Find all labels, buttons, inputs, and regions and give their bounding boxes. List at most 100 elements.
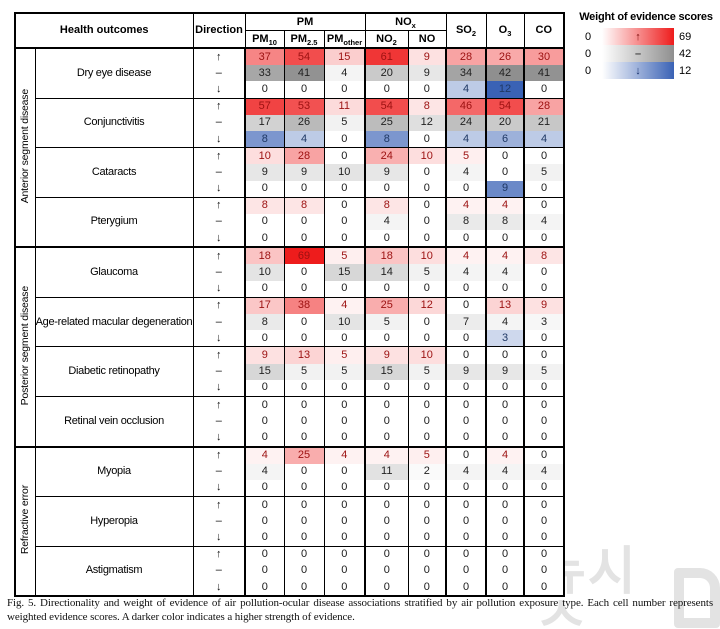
value-cell: 4 <box>445 264 486 281</box>
direction-down-arrow-icon: ↓ <box>192 330 245 347</box>
legend-min-label: 0 <box>584 30 592 43</box>
value-cell: 0 <box>445 579 486 597</box>
value-cell: 0 <box>244 429 284 447</box>
value-cell: 0 <box>283 230 324 248</box>
value-cell: 0 <box>364 496 408 514</box>
value-cell: 4 <box>485 314 524 331</box>
value-cell: 34 <box>445 65 486 82</box>
value-cell: 15 <box>244 363 284 380</box>
value-cell: 0 <box>244 579 284 597</box>
value-cell: 25 <box>283 445 324 464</box>
value-cell: 10 <box>323 314 365 331</box>
value-cell: 15 <box>323 46 365 66</box>
value-cell: 0 <box>283 330 324 347</box>
value-cell: 5 <box>407 363 446 380</box>
value-cell: 46 <box>445 97 486 115</box>
value-cell: 4 <box>485 196 524 214</box>
disease-label: Pterygium <box>34 196 193 248</box>
value-cell: 0 <box>244 529 284 547</box>
group-label-text: Refractive error <box>19 485 31 555</box>
value-cell: 4 <box>523 130 564 148</box>
value-cell: 42 <box>485 65 524 82</box>
value-cell: 4 <box>485 445 524 464</box>
value-cell: 0 <box>244 496 284 514</box>
value-cell: 5 <box>323 114 365 131</box>
value-cell: 0 <box>407 196 446 214</box>
value-cell: 0 <box>523 479 564 497</box>
value-cell: 0 <box>485 529 524 547</box>
value-cell: 4 <box>244 463 284 480</box>
value-cell: 0 <box>407 81 446 99</box>
value-cell: 0 <box>323 463 365 480</box>
value-cell: 14 <box>364 264 408 281</box>
value-cell: 0 <box>485 513 524 530</box>
legend-down-arrow-icon: ↓ <box>635 64 641 77</box>
value-cell: 11 <box>364 463 408 480</box>
value-cell: 9 <box>407 65 446 82</box>
direction-down-arrow-icon: ↓ <box>192 479 245 497</box>
value-cell: 2 <box>407 463 446 480</box>
value-cell: 4 <box>244 445 284 464</box>
value-cell: 0 <box>283 379 324 397</box>
direction-up-arrow-icon: ↑ <box>192 147 245 165</box>
value-cell: 0 <box>364 230 408 248</box>
direction-down-arrow-icon: ↓ <box>192 379 245 397</box>
value-cell: 0 <box>407 413 446 430</box>
direction-dash-icon: – <box>192 413 245 430</box>
value-cell: 0 <box>523 379 564 397</box>
legend-row: 0 ↓ 12 <box>574 62 718 79</box>
value-cell: 0 <box>523 445 564 464</box>
value-cell: 54 <box>283 46 324 66</box>
legend-title: Weight of evidence scores <box>579 11 713 23</box>
legend-row: 0 ↑ 69 <box>574 28 718 45</box>
value-cell: 0 <box>523 545 564 563</box>
value-cell: 0 <box>244 213 284 231</box>
value-cell: 10 <box>323 164 365 181</box>
value-cell: 0 <box>407 579 446 597</box>
value-cell: 33 <box>244 65 284 82</box>
disease-label: Age-related macular degeneration <box>34 296 193 347</box>
disease-label: Hyperopia <box>34 496 193 547</box>
legend-gradient-bar: – <box>602 45 674 62</box>
value-cell: 0 <box>323 545 365 563</box>
value-cell: 53 <box>283 97 324 115</box>
value-cell: 0 <box>323 280 365 298</box>
value-cell: 0 <box>445 429 486 447</box>
value-cell: 0 <box>523 81 564 99</box>
direction-dash-icon: – <box>192 562 245 579</box>
group-label: Anterior segment disease <box>15 46 35 248</box>
value-cell: 0 <box>323 81 365 99</box>
direction-dash-icon: – <box>192 314 245 331</box>
value-cell: 0 <box>485 579 524 597</box>
value-cell: 18 <box>244 246 284 265</box>
value-cell: 4 <box>364 213 408 231</box>
disease-label: Cataracts <box>34 147 193 198</box>
value-cell: 0 <box>523 230 564 248</box>
direction-dash-icon: – <box>192 513 245 530</box>
value-cell: 5 <box>283 363 324 380</box>
disease-label: Retinal vein occlusion <box>34 395 193 447</box>
value-cell: 0 <box>244 81 284 99</box>
header-no: NO <box>407 30 447 49</box>
value-cell: 0 <box>283 429 324 447</box>
legend-max-label: 42 <box>679 47 692 60</box>
evidence-table-wrap: Health outcomes Direction PM NOx SO2 O3 CO PM10… <box>14 12 565 598</box>
header-group-pm: PM <box>244 12 366 31</box>
value-cell: 0 <box>445 379 486 397</box>
group-label: Refractive error <box>15 445 35 597</box>
value-cell: 0 <box>283 395 324 414</box>
value-cell: 15 <box>323 264 365 281</box>
value-cell: 8 <box>445 213 486 231</box>
value-cell: 0 <box>445 545 486 563</box>
value-cell: 4 <box>445 463 486 480</box>
value-cell: 0 <box>323 529 365 547</box>
table-header: Health outcomes Direction PM NOx SO2 O3 CO PM10… <box>14 12 565 49</box>
value-cell: 13 <box>485 296 524 314</box>
value-cell: 41 <box>283 65 324 82</box>
direction-up-arrow-icon: ↑ <box>192 395 245 414</box>
value-cell: 8 <box>407 97 446 115</box>
value-cell: 0 <box>523 196 564 214</box>
value-cell: 4 <box>445 196 486 214</box>
value-cell: 28 <box>445 46 486 66</box>
